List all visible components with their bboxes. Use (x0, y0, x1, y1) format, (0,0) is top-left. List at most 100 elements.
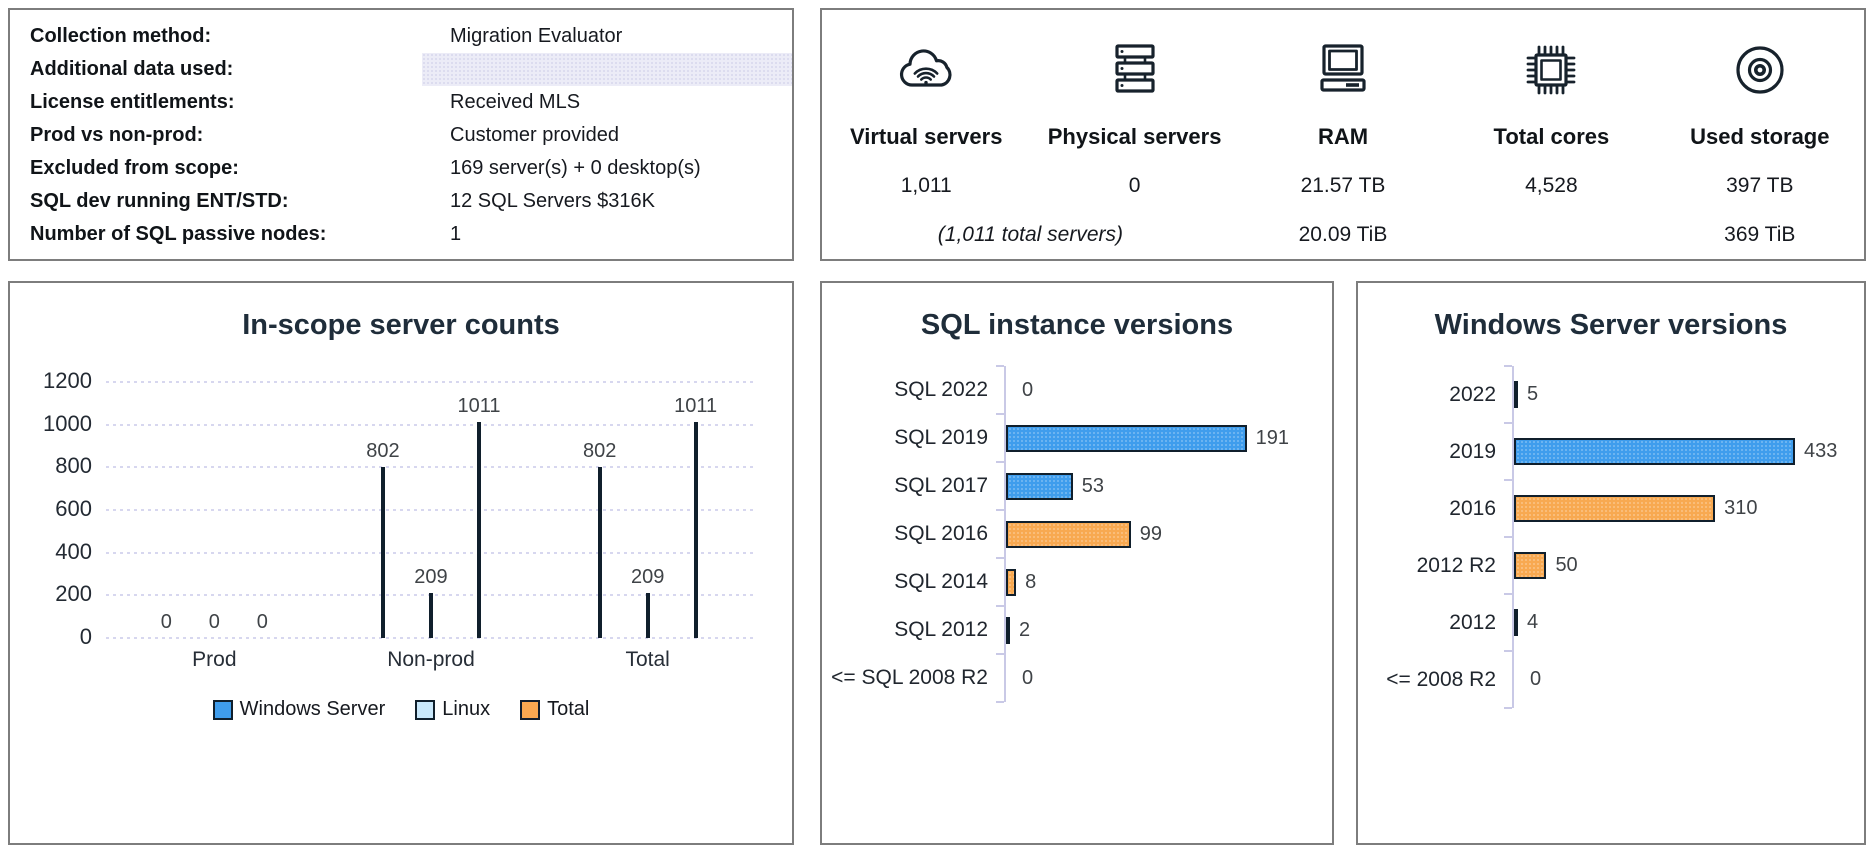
metrics-row: Virtual servers 1,011 (822, 34, 1864, 198)
bar-value-label: 4 (1527, 611, 1539, 633)
collection-info-panel: Collection method: Migration Evaluator A… (8, 8, 794, 261)
chart-title: Windows Server versions (1434, 309, 1788, 341)
metric-total-cores: Total cores 4,528 (1447, 34, 1655, 198)
environment-summary-panel: Virtual servers 1,011 (820, 8, 1866, 261)
metric-ram: RAM 21.57 TB (1239, 34, 1447, 198)
category-label: SQL 2014 (894, 570, 988, 593)
bar (1006, 616, 1010, 644)
legend-item: Linux (415, 698, 490, 721)
grouped-bar-plot: 0 200 400 600 800 1000 1200 0 0 0 802 209 1011 802 209… (43, 368, 756, 649)
info-row: License entitlements: Received MLS (30, 86, 792, 119)
sql-rows: SQL 2022 0 SQL 2019 191 SQL 2017 53 SQL 2016 99… (822, 365, 1332, 703)
chip-icon (1518, 34, 1584, 106)
info-value: 1 (450, 223, 462, 245)
info-label: License entitlements: (30, 91, 235, 113)
hbar-row: 2022 5 (1358, 365, 1864, 423)
info-value: Customer provided (450, 124, 619, 146)
bar (380, 466, 385, 638)
bar-value-label: 5 (1527, 383, 1539, 405)
bar-zone: 191 (996, 413, 1332, 462)
legend-swatch (520, 699, 541, 720)
hbar-row: SQL 2019 191 (822, 413, 1332, 462)
info-row: Collection method: Migration Evaluator (30, 20, 792, 53)
bar (597, 466, 602, 638)
bar-zone: 53 (996, 461, 1332, 510)
bar-wrap: 1011 (455, 395, 503, 638)
bar-wrap: 0 (190, 611, 238, 638)
bar-value-label: 802 (366, 439, 400, 462)
metric-label: Physical servers (1047, 124, 1222, 149)
metric-physical-servers: Physical servers 0 (1030, 34, 1238, 198)
y-axis-tick-label: 600 (55, 496, 92, 521)
bar-wrap: 0 (142, 611, 190, 638)
info-label: Excluded from scope: (30, 157, 239, 179)
bar-value-label: 2 (1019, 618, 1031, 641)
info-row: Excluded from scope: 169 server(s) + 0 d… (30, 152, 792, 185)
bar-zone: 433 (1504, 422, 1864, 480)
info-value-shaded (422, 53, 792, 86)
bar-value-label: 0 (1022, 666, 1034, 689)
legend-item: Total (520, 698, 589, 721)
bar-value-label: 0 (208, 611, 220, 633)
storage-tib-footnote: 369 TiB (1724, 223, 1796, 246)
metric-value: 0 (1128, 174, 1141, 197)
metric-used-storage: Used storage 397 TB (1656, 34, 1864, 198)
info-value: Received MLS (450, 91, 581, 113)
hbar-row: SQL 2012 2 (822, 605, 1332, 654)
info-value: Migration Evaluator (450, 25, 623, 47)
metric-value: 21.57 TB (1300, 174, 1386, 197)
metric-virtual-servers: Virtual servers 1,011 (822, 34, 1030, 198)
bar (428, 593, 433, 638)
legend-item: Windows Server (212, 698, 386, 721)
category-label: 2022 (1449, 382, 1496, 406)
bar-value-label: 209 (630, 566, 665, 589)
bar-wrap: 0 (238, 611, 286, 638)
category-label: SQL 2016 (894, 522, 988, 545)
bar-value-label: 802 (582, 439, 617, 462)
category-label: SQL 2017 (894, 474, 988, 497)
bar-value-label: 0 (256, 611, 268, 633)
category-label: 2016 (1449, 496, 1496, 520)
bar-value-label: 310 (1724, 497, 1758, 519)
bar-wrap: 209 (624, 566, 672, 638)
bar-group: 802 209 1011 (576, 395, 720, 638)
bar-zone: 8 (996, 557, 1332, 606)
metric-label: Virtual servers (849, 124, 1003, 149)
legend-swatch (212, 699, 233, 720)
metric-label: Used storage (1690, 124, 1830, 149)
hbar-row: SQL 2022 0 (822, 365, 1332, 414)
bar-wrap: 209 (407, 566, 455, 638)
info-row: Number of SQL passive nodes: 1 (30, 218, 792, 251)
win-rows: 2022 5 2019 433 2016 310 2012 R2 50 2012 4 <= 2008… (1358, 365, 1864, 709)
bar (1514, 438, 1795, 465)
bar (1006, 568, 1017, 596)
legend-label: Windows Server (239, 698, 386, 720)
hbar-row: 2012 R2 50 (1358, 536, 1864, 594)
bar-value-label: 99 (1139, 522, 1162, 545)
category-label: <= 2008 R2 (1386, 667, 1496, 691)
disc-icon (1727, 34, 1793, 106)
info-row: Prod vs non-prod: Customer provided (30, 119, 792, 152)
x-axis-label: Prod (192, 648, 237, 671)
total-servers-footnote: (1,011 total servers) (937, 223, 1123, 246)
bar (693, 422, 698, 638)
category-label: 2019 (1449, 439, 1496, 463)
info-label: Number of SQL passive nodes: (30, 223, 327, 245)
bar (1006, 472, 1073, 500)
bar (645, 593, 650, 638)
bar-value-label: 433 (1803, 440, 1838, 462)
bar-value-label: 8 (1025, 570, 1037, 593)
bar (1006, 520, 1131, 548)
category-label: 2012 R2 (1416, 553, 1496, 577)
bar-zone: 50 (1504, 536, 1864, 594)
metric-label: Total cores (1493, 124, 1610, 149)
metric-label: RAM (1317, 124, 1369, 149)
bar-zone: 5 (1504, 365, 1864, 423)
info-row: Additional data used: (30, 53, 792, 86)
y-axis-tick-label: 1200 (43, 368, 92, 393)
bar (476, 422, 481, 638)
bar-zone: 4 (1504, 593, 1864, 651)
info-value: 169 server(s) + 0 desktop(s) (450, 157, 701, 179)
bar-value-label: 53 (1081, 474, 1105, 497)
bar (1514, 495, 1716, 522)
